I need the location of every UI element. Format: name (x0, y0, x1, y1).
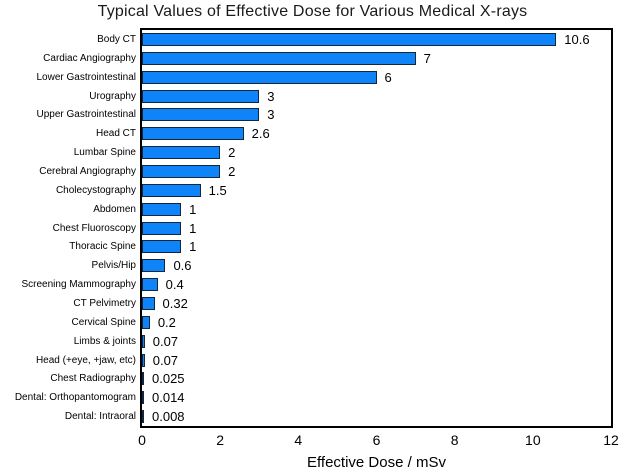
x-tick-label: 8 (450, 432, 459, 448)
category-label: Cholecystography (55, 184, 136, 196)
bar (142, 70, 377, 84)
value-label: 0.025 (152, 371, 185, 387)
bar-row: 0.025 (142, 369, 611, 388)
chart-title: Typical Values of Effective Dose for Var… (97, 3, 528, 20)
bar (142, 51, 416, 65)
bar-row: 3 (142, 87, 611, 106)
bar-row: 0.008 (142, 407, 611, 426)
category-label: Lower Gastrointestinal (36, 71, 137, 83)
category-label: Body CT (97, 33, 136, 45)
bar (142, 164, 221, 178)
bar-row: 0.6 (142, 256, 611, 275)
value-label: 7 (423, 50, 431, 66)
value-label: 2.6 (251, 126, 270, 142)
bar (142, 202, 182, 216)
bar (142, 353, 145, 367)
plot-area: 10.6 7 6 3 3 2.6 2 2 1.5 1 1 1 0.6 0.4 0.32 0.2 0.07 0.07… (140, 28, 613, 428)
category-label: Cerebral Angiography (39, 165, 136, 177)
bar-row: 1 (142, 200, 611, 219)
category-label: Dental: Orthopantomogram (14, 392, 136, 404)
bar-row: 1 (142, 219, 611, 238)
category-label: Pelvis/Hip (91, 260, 136, 272)
category-label: Urography (89, 90, 136, 102)
value-label: 0.014 (152, 390, 185, 406)
category-label: CT Pelvimetry (73, 297, 136, 309)
category-label: Cardiac Angiography (43, 52, 136, 64)
bar (142, 372, 144, 386)
bar (142, 391, 144, 405)
value-label: 1 (189, 239, 197, 255)
value-label: 10.6 (564, 31, 590, 47)
category-label: Thoracic Spine (69, 241, 136, 253)
x-tick-label: 4 (294, 432, 303, 448)
bar-row: 10.6 (142, 30, 611, 49)
value-label: 0.008 (152, 409, 185, 425)
category-label: Head (+eye, +jaw, etc) (35, 354, 136, 366)
bar (142, 296, 155, 310)
bar (142, 259, 166, 273)
x-tick-label: 2 (216, 432, 225, 448)
bar (142, 221, 182, 235)
bar-row: 7 (142, 49, 611, 68)
bar (142, 127, 244, 141)
category-label: Head CT (95, 128, 136, 140)
value-label: 1 (189, 220, 197, 236)
bar-row: 0.07 (142, 351, 611, 370)
bar-row: 1.5 (142, 181, 611, 200)
x-tick-label: 0 (138, 432, 146, 448)
category-label: Limbs & joints (73, 335, 136, 347)
bar-row: 0.32 (142, 294, 611, 313)
bar (142, 278, 158, 292)
x-tick-label: 6 (372, 432, 381, 448)
x-tick-label: 12 (603, 432, 619, 448)
value-label: 1.5 (208, 182, 227, 198)
bar-row: 0.4 (142, 275, 611, 294)
value-label: 0.07 (152, 352, 179, 368)
x-axis-ticks: 0 2 4 6 8 10 12 (0, 433, 625, 449)
value-label: 3 (267, 107, 275, 123)
bar (142, 89, 260, 103)
category-label: Abdomen (93, 203, 136, 215)
category-label: Screening Mammography (21, 279, 137, 291)
bar-row: 6 (142, 68, 611, 87)
bar (142, 183, 201, 197)
bar-row: 0.2 (142, 313, 611, 332)
bar-row: 0.014 (142, 388, 611, 407)
value-label: 1 (189, 201, 197, 217)
bar-row: 3 (142, 105, 611, 124)
bar (142, 108, 260, 122)
category-label: Chest Radiography (50, 373, 136, 385)
bar (142, 240, 182, 254)
value-label: 0.4 (165, 277, 184, 293)
category-label: Cervical Spine (71, 316, 136, 328)
bar-row: 2 (142, 143, 611, 162)
category-label: Lumbar Spine (73, 147, 136, 159)
bar (142, 315, 150, 329)
category-label: Dental: Intraoral (64, 411, 136, 423)
value-label: 2 (228, 145, 236, 161)
value-label: 0.2 (157, 314, 176, 330)
bar-row: 0.07 (142, 332, 611, 351)
category-axis: Body CT Cardiac Angiography Lower Gastroin… (0, 30, 136, 426)
bar-row: 1 (142, 237, 611, 256)
value-label: 6 (384, 69, 392, 85)
bar-row: 2.6 (142, 124, 611, 143)
value-label: 0.32 (162, 295, 188, 311)
x-tick-label: 10 (525, 432, 541, 448)
bar (142, 146, 221, 160)
value-label: 0.07 (152, 333, 179, 349)
bar (142, 410, 144, 424)
category-label: Chest Fluoroscopy (52, 222, 136, 234)
value-label: 2 (228, 163, 236, 179)
bar-row: 2 (142, 162, 611, 181)
x-axis-label: Effective Dose / mSv (307, 454, 446, 471)
value-label: 0.6 (173, 258, 192, 274)
category-label: Upper Gastrointestinal (36, 109, 137, 121)
value-label: 3 (267, 88, 275, 104)
bar (142, 334, 145, 348)
bar (142, 32, 557, 46)
